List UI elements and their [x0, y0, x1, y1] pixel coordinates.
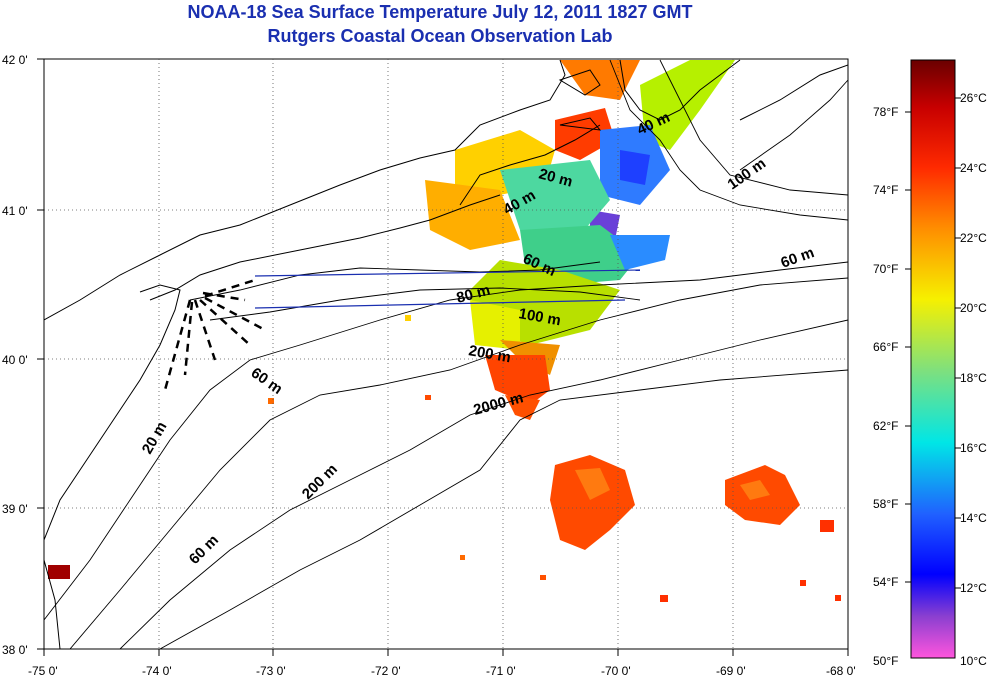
lon-tick-label: -72 0'	[371, 664, 401, 678]
sst-swath	[48, 60, 841, 602]
colorbar-f-label: 66°F	[873, 340, 898, 354]
colorbar-fahrenheit-labels: 78°F 74°F 70°F 66°F 62°F 58°F 54°F 50°F	[873, 105, 898, 668]
transect-lines	[254, 269, 641, 309]
colorbar-c-label: 26°C	[960, 91, 987, 105]
colorbar-f-label: 50°F	[873, 654, 898, 668]
colorbar-f-label: 54°F	[873, 575, 898, 589]
colorbar-c-label: 22°C	[960, 231, 987, 245]
glider-transects	[163, 278, 266, 391]
colorbar-c-label: 14°C	[960, 511, 987, 525]
lon-tick-label: -68 0'	[826, 664, 856, 678]
lon-tick-label: -69 0'	[716, 664, 746, 678]
latitude-labels: 42 0' 41 0' 40 0' 39 0' 38 0'	[2, 53, 28, 657]
lat-tick-label: 41 0'	[2, 204, 28, 218]
lat-tick-label: 40 0'	[2, 353, 28, 367]
axis-ticks	[37, 58, 849, 656]
colorbar-f-label: 74°F	[873, 183, 898, 197]
lon-tick-label: -74 0'	[142, 664, 172, 678]
colorbar-f-label: 78°F	[873, 105, 898, 119]
map-title: NOAA-18 Sea Surface Temperature July 12,…	[187, 2, 693, 22]
map-frame	[43, 58, 849, 650]
map-subtitle: Rutgers Coastal Ocean Observation Lab	[267, 26, 613, 46]
colorbar-c-label: 10°C	[960, 654, 987, 668]
colorbar-f-label: 62°F	[873, 419, 898, 433]
lat-tick-label: 38 0'	[2, 643, 28, 657]
lon-tick-label: -70 0'	[601, 664, 631, 678]
colorbar	[910, 59, 956, 659]
colorbar-f-label: 70°F	[873, 262, 898, 276]
colorbar-c-label: 24°C	[960, 161, 987, 175]
colorbar-c-label: 16°C	[960, 441, 987, 455]
lon-tick-label: -75 0'	[28, 664, 58, 678]
longitude-labels: -75 0' -74 0' -73 0' -72 0' -71 0' -70 0…	[28, 664, 856, 678]
colorbar-f-ticks	[905, 97, 961, 589]
colorbar-f-label: 58°F	[873, 497, 898, 511]
bathymetry-contours	[44, 59, 848, 649]
coastline	[44, 59, 848, 649]
lat-tick-label: 39 0'	[2, 502, 28, 516]
colorbar-c-label: 20°C	[960, 301, 987, 315]
lon-tick-label: -71 0'	[486, 664, 516, 678]
colorbar-celsius-labels: 26°C 24°C 22°C 20°C 18°C 16°C 14°C 12°C …	[960, 91, 987, 668]
lon-tick-label: -73 0'	[256, 664, 286, 678]
colorbar-c-label: 18°C	[960, 371, 987, 385]
lat-tick-label: 42 0'	[2, 53, 28, 67]
colorbar-c-label: 12°C	[960, 581, 987, 595]
